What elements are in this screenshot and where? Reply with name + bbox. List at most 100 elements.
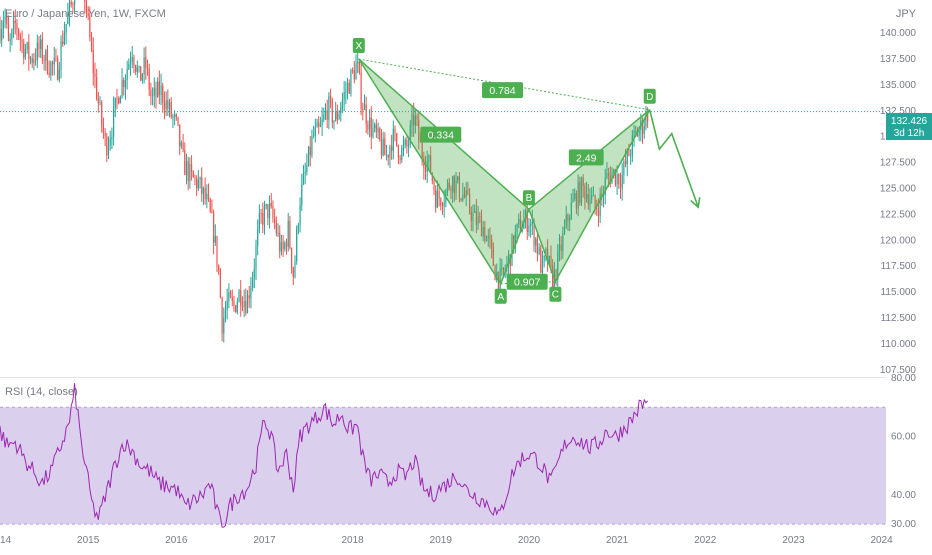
candle: [247, 290, 248, 313]
pattern-point-d[interactable]: D: [644, 89, 656, 104]
candle-body: [171, 102, 172, 117]
candle: [372, 119, 373, 138]
candle: [43, 55, 44, 71]
candle-body: [355, 64, 356, 80]
candle-body: [154, 88, 155, 95]
candle-body: [279, 233, 280, 252]
candle-body: [145, 57, 146, 68]
pattern-ratio-label[interactable]: 0.907: [507, 274, 548, 290]
candle: [539, 243, 540, 255]
candle-body: [405, 140, 406, 145]
pattern-point-b[interactable]: B: [523, 190, 535, 205]
symbol-title: Euro / Japanese Yen, 1W, FXCM: [5, 8, 166, 20]
candle-body: [225, 310, 226, 318]
candle-body: [18, 30, 19, 37]
candle-body: [16, 23, 17, 30]
candle-body: [138, 66, 139, 67]
candle: [376, 119, 377, 138]
candle-body: [155, 88, 156, 97]
candle-body: [62, 41, 63, 44]
candle: [205, 177, 206, 204]
candle: [530, 219, 531, 238]
candle-body: [118, 98, 119, 103]
candle: [49, 61, 50, 78]
rsi-axis-tick: 60.00: [891, 431, 916, 442]
candle-body: [544, 256, 545, 260]
pattern-ratio-label[interactable]: 2.49: [569, 149, 604, 165]
candle-body: [38, 42, 39, 49]
candle-body: [193, 171, 194, 177]
candle-body: [221, 298, 222, 334]
candle-body: [257, 230, 258, 246]
candle: [271, 193, 272, 209]
candle-body: [393, 129, 394, 151]
candle-body: [349, 83, 350, 94]
candle: [333, 120, 334, 130]
pattern-point-c[interactable]: C: [549, 287, 561, 302]
candle-body: [433, 181, 434, 191]
candle: [149, 64, 150, 96]
candle-body: [174, 115, 175, 117]
pattern-point-x[interactable]: X: [353, 38, 365, 53]
price-axis-tick: 110.000: [881, 339, 917, 350]
candle-body: [115, 98, 116, 108]
candle: [528, 218, 529, 236]
candle-body: [55, 58, 56, 59]
candle-body: [247, 295, 248, 313]
candle: [154, 77, 155, 107]
candle: [184, 142, 185, 175]
candle-body: [371, 118, 372, 137]
candle-body: [218, 266, 219, 271]
candle-body: [288, 221, 289, 247]
candle: [361, 60, 362, 115]
candle-body: [42, 40, 43, 60]
candle-body: [350, 70, 351, 94]
candle-body: [381, 139, 382, 155]
candle-body: [403, 145, 404, 148]
candle-body: [162, 86, 163, 103]
candle: [38, 36, 39, 57]
candle: [299, 197, 300, 232]
candle: [171, 97, 172, 119]
candle: [355, 54, 356, 80]
candle-body: [435, 190, 436, 207]
candle-body: [399, 158, 400, 160]
candle-body: [535, 239, 536, 246]
candle: [352, 67, 353, 73]
pattern-ratio-label[interactable]: 0.784: [482, 82, 523, 98]
pattern-ratio-label[interactable]: 0.334: [420, 127, 461, 143]
candle-body: [276, 223, 277, 234]
candle-body: [116, 98, 117, 99]
pattern-point-a[interactable]: A: [495, 289, 507, 304]
candle-body: [179, 125, 180, 147]
ratio-label-text: 0.907: [514, 277, 540, 289]
candle: [279, 225, 280, 258]
candle-body: [191, 164, 192, 171]
candle-body: [260, 213, 261, 214]
candle: [18, 28, 19, 40]
candle-body: [644, 126, 645, 133]
price-axis-tick: 140.000: [880, 28, 917, 39]
candle-body: [623, 161, 624, 174]
candle-body: [301, 184, 302, 205]
candle: [403, 136, 404, 157]
candle: [354, 61, 355, 83]
candle-body: [296, 229, 297, 261]
candle-body: [108, 145, 109, 155]
candle-body: [164, 103, 165, 110]
candle-body: [269, 203, 270, 218]
candle: [108, 136, 109, 159]
candle: [125, 74, 126, 99]
candle-body: [305, 172, 306, 173]
candle: [71, 0, 72, 8]
candle: [235, 305, 236, 313]
candle-body: [228, 292, 229, 301]
candle-body: [182, 143, 183, 150]
candle-body: [366, 104, 367, 124]
candle: [150, 83, 151, 105]
candle: [399, 155, 400, 164]
candle-body: [598, 210, 599, 216]
candle: [40, 35, 41, 58]
time-axis-tick: 2022: [694, 535, 717, 546]
